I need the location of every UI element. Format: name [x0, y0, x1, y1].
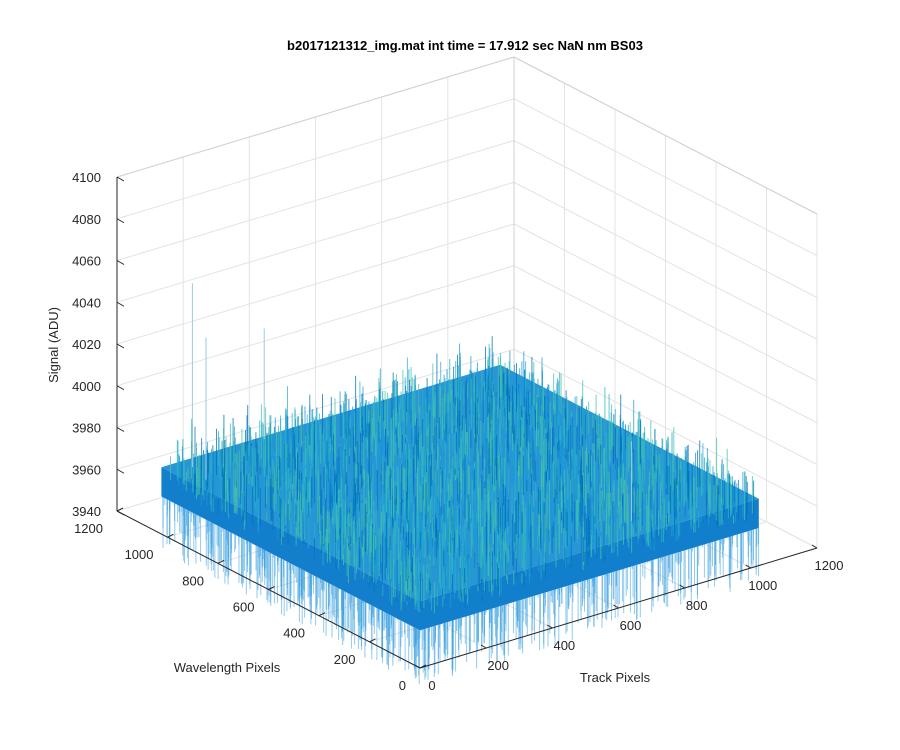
y-tick-label: 600	[233, 600, 255, 615]
z-tick-label: 4100	[72, 170, 101, 185]
tick-labels: 0 200 400 600 800 1000 1200 0 200 400 600 800 1000 12…	[72, 170, 843, 693]
y-tick-label: 1200	[74, 521, 103, 536]
x-tick	[547, 624, 553, 629]
x-axis-label: Track Pixels	[580, 670, 651, 685]
x-tick-label: 600	[620, 618, 642, 633]
y-tick	[116, 507, 124, 512]
wall-grid-line	[513, 98, 818, 257]
wall-grid-line	[513, 307, 818, 465]
z-tick	[116, 218, 125, 224]
z-tick	[116, 468, 125, 474]
y-tick	[369, 638, 376, 643]
z-tick-label: 4060	[72, 254, 101, 269]
x-tick	[480, 644, 487, 649]
wall-grid-line	[513, 140, 818, 298]
z-tick-label: 4040	[72, 295, 101, 310]
y-tick-label: 800	[182, 573, 204, 588]
tick-marks	[116, 176, 818, 669]
x-tick	[613, 604, 619, 609]
wall-grid-line	[116, 98, 515, 220]
wall-grid-line	[116, 140, 515, 261]
wall-grid-line	[513, 348, 818, 507]
wall-grid-line	[513, 265, 818, 424]
x-tick	[811, 544, 818, 549]
box-edge	[116, 56, 515, 178]
y-tick	[217, 559, 225, 564]
z-tick-label: 4080	[72, 212, 101, 227]
z-tick	[116, 176, 125, 182]
y-tick	[268, 586, 275, 590]
x-tick	[414, 664, 421, 669]
z-tick	[116, 385, 125, 391]
x-tick-label: 0	[428, 678, 435, 693]
y-axis-label: Wavelength Pixels	[174, 660, 281, 675]
chart-title: b2017121312_img.mat int time = 17.912 se…	[287, 38, 643, 53]
z-tick	[116, 301, 125, 307]
wall-grid-line	[513, 223, 818, 382]
y-tick-label: 200	[334, 652, 356, 667]
z-tick	[116, 510, 125, 516]
y-tick	[318, 612, 326, 617]
z-tick-label: 3960	[72, 462, 101, 477]
wall-grid-line	[513, 181, 818, 340]
surface-front-y	[161, 467, 420, 631]
x-tick	[679, 584, 685, 589]
x-tick	[745, 564, 752, 569]
z-tick-label: 3980	[72, 421, 101, 436]
x-tick-label: 200	[487, 658, 509, 673]
y-tick	[167, 533, 174, 538]
z-tick	[116, 343, 125, 349]
box-edge	[513, 56, 818, 215]
y-tick-label: 1000	[125, 547, 154, 562]
y-tick-label: 400	[283, 626, 305, 641]
y-tick	[419, 664, 427, 669]
wall-grid-line	[116, 223, 515, 345]
wall-grid-line	[116, 265, 515, 387]
wall-grid-line	[116, 307, 515, 428]
surface-plot	[161, 283, 760, 685]
x-tick-label: 400	[553, 638, 575, 653]
x-tick-label: 1200	[815, 558, 844, 573]
x-tick-label: 800	[686, 598, 708, 613]
z-tick	[116, 260, 125, 265]
z-tick-label: 4020	[72, 337, 101, 352]
y-tick-label: 0	[399, 678, 406, 693]
z-axis-label: Signal (ADU)	[46, 307, 61, 383]
z-tick-label: 3940	[72, 504, 101, 519]
z-tick-label: 4000	[72, 379, 101, 394]
x-tick-label: 1000	[748, 578, 777, 593]
wall-grid-line	[116, 181, 515, 303]
z-tick	[116, 427, 125, 432]
